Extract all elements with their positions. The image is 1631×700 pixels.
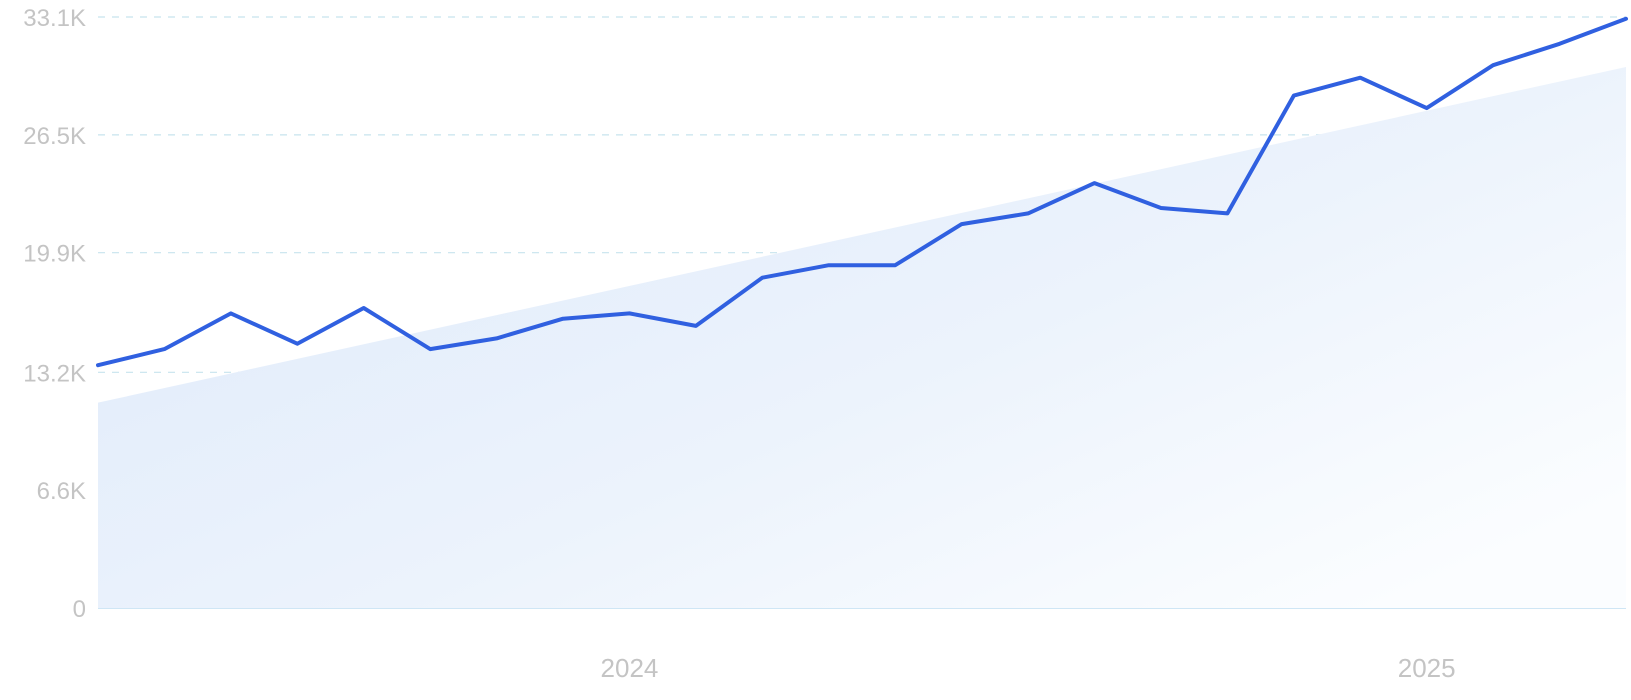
data-point	[1225, 211, 1229, 216]
series-line-layer	[96, 16, 1628, 368]
data-point	[1358, 76, 1362, 80]
trend-area	[98, 66, 1626, 608]
data-point	[760, 276, 764, 280]
x-tick-label: 2025	[1398, 653, 1456, 683]
data-point	[1026, 211, 1030, 216]
data-point	[893, 263, 897, 267]
trend-area-layer	[98, 66, 1626, 608]
x-axis-ticks: 2024 2025	[601, 653, 1456, 683]
data-point	[827, 263, 831, 267]
y-tick-label: 6.6K	[37, 478, 86, 505]
data-point	[960, 222, 964, 226]
y-tick-label: 19.9K	[23, 241, 86, 268]
data-point	[1159, 206, 1163, 210]
y-tick-label: 33.1K	[23, 5, 86, 32]
x-tick-label: 2024	[601, 653, 659, 683]
y-tick-label: 26.5K	[23, 123, 86, 150]
data-point	[1624, 17, 1628, 21]
data-point	[495, 336, 499, 340]
data-point	[162, 347, 167, 351]
y-tick-label: 13.2K	[23, 360, 86, 387]
data-point	[694, 324, 698, 328]
data-point	[1491, 63, 1495, 67]
y-tick-label: 0	[73, 596, 86, 623]
data-point	[1425, 106, 1429, 110]
data-point	[1092, 181, 1097, 185]
data-point	[1557, 42, 1562, 46]
data-point	[96, 363, 100, 367]
data-point	[362, 306, 366, 310]
y-axis-ticks: 0 6.6K 13.2K 19.9K 26.5K 33.1K	[23, 5, 86, 623]
data-point	[627, 311, 632, 315]
data-point	[561, 317, 565, 321]
data-point	[229, 311, 233, 315]
data-point	[428, 347, 432, 351]
data-point	[295, 342, 299, 346]
data-point	[1292, 93, 1296, 98]
series-line	[96, 16, 1628, 368]
